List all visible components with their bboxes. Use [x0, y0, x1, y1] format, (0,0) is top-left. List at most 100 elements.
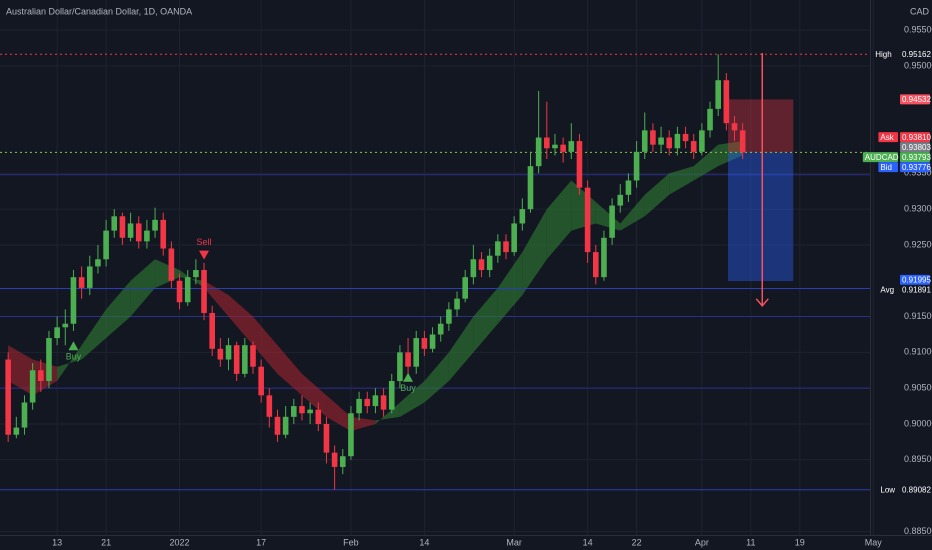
ribbon-segment — [130, 259, 156, 317]
candle-body — [699, 130, 705, 152]
candle-body — [413, 338, 420, 367]
candle-body — [86, 266, 93, 288]
target-zone — [727, 152, 794, 282]
signal-marker — [199, 250, 210, 260]
x-tick-label: 2022 — [170, 537, 190, 547]
candle-body — [650, 130, 656, 145]
x-tick-label: 14 — [583, 537, 593, 547]
price-tag: AUDCAD — [865, 153, 899, 162]
candle-body — [144, 230, 150, 242]
candle-body — [299, 406, 305, 414]
candle-body — [486, 255, 493, 271]
plot: Buy Sell Buy — [0, 52, 870, 491]
candle-body — [544, 137, 550, 149]
x-tick-label: Feb — [343, 537, 359, 547]
candle-body — [625, 180, 632, 195]
candle-body — [380, 395, 387, 410]
candle-body — [552, 144, 558, 149]
candle-body — [70, 277, 77, 324]
ribbon-segment — [81, 309, 107, 360]
price-label: 0.93803 — [902, 143, 931, 152]
candle-body — [54, 327, 60, 339]
price-label-box — [900, 162, 930, 173]
price-label: 0.91891 — [902, 285, 931, 294]
candle-body — [609, 205, 615, 238]
candle-body — [250, 345, 256, 367]
candle-body — [258, 366, 264, 396]
candle-body — [633, 151, 640, 181]
candle-body — [429, 334, 436, 349]
candle-body — [658, 137, 664, 145]
candle-body — [29, 370, 36, 403]
ribbon-segment — [155, 259, 180, 288]
candle-body — [674, 133, 681, 149]
ribbon-segment — [57, 345, 82, 382]
candle-body — [5, 359, 11, 435]
candle-body — [454, 298, 460, 310]
candle-body — [715, 80, 721, 109]
candle-body — [690, 141, 697, 152]
price-label: 0.93793 — [902, 153, 931, 162]
price-tag-box — [878, 162, 898, 173]
ribbon-segment — [277, 345, 302, 396]
ribbon-segment — [546, 180, 572, 260]
candle-body — [13, 427, 20, 435]
candle-body — [478, 259, 485, 271]
price-label-box — [900, 94, 930, 105]
candle-body — [168, 248, 175, 281]
price-tag: Avg — [880, 285, 894, 294]
candle-body — [176, 280, 183, 303]
candle-body — [282, 416, 289, 435]
x-tick-label: Apr — [695, 537, 709, 547]
x-tick-label: 22 — [632, 537, 642, 547]
currency: CAD — [910, 6, 930, 16]
price-label: 0.95162 — [902, 50, 931, 59]
candle-body — [446, 309, 452, 324]
candle-body — [46, 338, 52, 382]
candle-body — [339, 456, 346, 467]
ribbon-segment — [473, 287, 498, 353]
x-tick-label: May — [865, 537, 883, 547]
y-tick-label: 0.88500 — [904, 526, 932, 536]
price-label: 0.93810 — [902, 133, 931, 142]
candle-body — [682, 133, 689, 142]
candle-body — [617, 194, 624, 206]
candle-body — [666, 137, 673, 149]
signal-label: Buy — [400, 383, 416, 393]
candle-body — [584, 187, 591, 253]
price-label-box — [900, 152, 930, 163]
candle-body — [323, 423, 330, 453]
candle-body — [193, 270, 199, 278]
candle-body — [217, 348, 224, 360]
ribbon-segment — [522, 209, 547, 296]
ribbon-segment — [497, 252, 523, 324]
candle-body — [331, 452, 338, 467]
candle-body — [38, 370, 44, 382]
price-tag: Ask — [880, 133, 894, 142]
stop-zone — [727, 99, 794, 153]
x-tick-label: 11 — [746, 537, 755, 547]
candle-body — [135, 223, 142, 242]
candle-body — [103, 230, 109, 260]
candle-body — [225, 345, 232, 360]
candle-body — [21, 402, 28, 428]
candle-body — [388, 381, 395, 410]
x-tick-label: 21 — [101, 537, 111, 547]
candle-body — [356, 398, 362, 414]
candle-body — [315, 409, 322, 424]
price-tag-box — [878, 484, 898, 495]
price-tag-box — [878, 132, 898, 143]
candle-body — [495, 241, 501, 256]
candle-body — [535, 137, 542, 167]
price-tag: High — [875, 50, 891, 59]
signal-label: Buy — [66, 352, 82, 362]
candle-body — [291, 406, 297, 417]
